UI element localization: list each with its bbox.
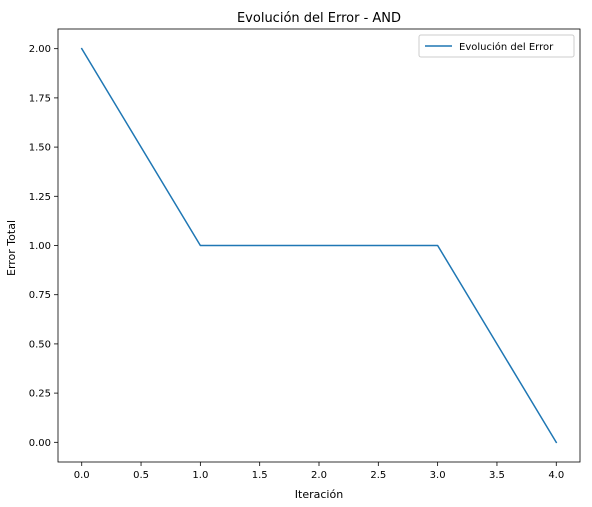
series-layer [80,47,558,444]
x-tick-label: 3.0 [430,470,446,481]
chart-title: Evolución del Error - AND [237,11,401,26]
x-axis-label: Iteración [295,488,343,501]
y-tick-label: 0.50 [29,339,51,350]
y-axis-label: Error Total [5,220,18,276]
x-tick-label: 0.5 [133,470,149,481]
y-tick-label: 0.25 [29,389,51,400]
x-tick-label: 4.0 [548,470,564,481]
x-axis: 0.0 0.5 1.0 1.5 2.0 2.5 3.0 3.5 4.0 [74,462,564,481]
x-tick-label: 0.0 [74,470,90,481]
y-tick-label: 0.75 [29,290,51,301]
x-tick-label: 1.5 [252,470,268,481]
y-tick-label: 1.00 [29,241,51,252]
y-tick-label: 0.00 [29,438,51,449]
x-tick-label: 2.0 [311,470,327,481]
y-axis: 0.00 0.25 0.50 0.75 1.00 1.25 1.50 1.75 2.00 [29,44,58,449]
y-tick-label: 2.00 [29,44,51,55]
x-tick-label: 1.0 [192,470,208,481]
legend-label: Evolución del Error [459,41,554,53]
legend: Evolución del Error [418,34,575,58]
y-tick-label: 1.50 [29,143,51,154]
x-tick-label: 3.5 [489,470,505,481]
legend-box [418,34,575,58]
y-tick-label: 1.25 [29,192,51,203]
x-tick-label: 2.5 [370,470,386,481]
y-tick-label: 1.75 [29,93,51,104]
series-line [80,47,558,444]
